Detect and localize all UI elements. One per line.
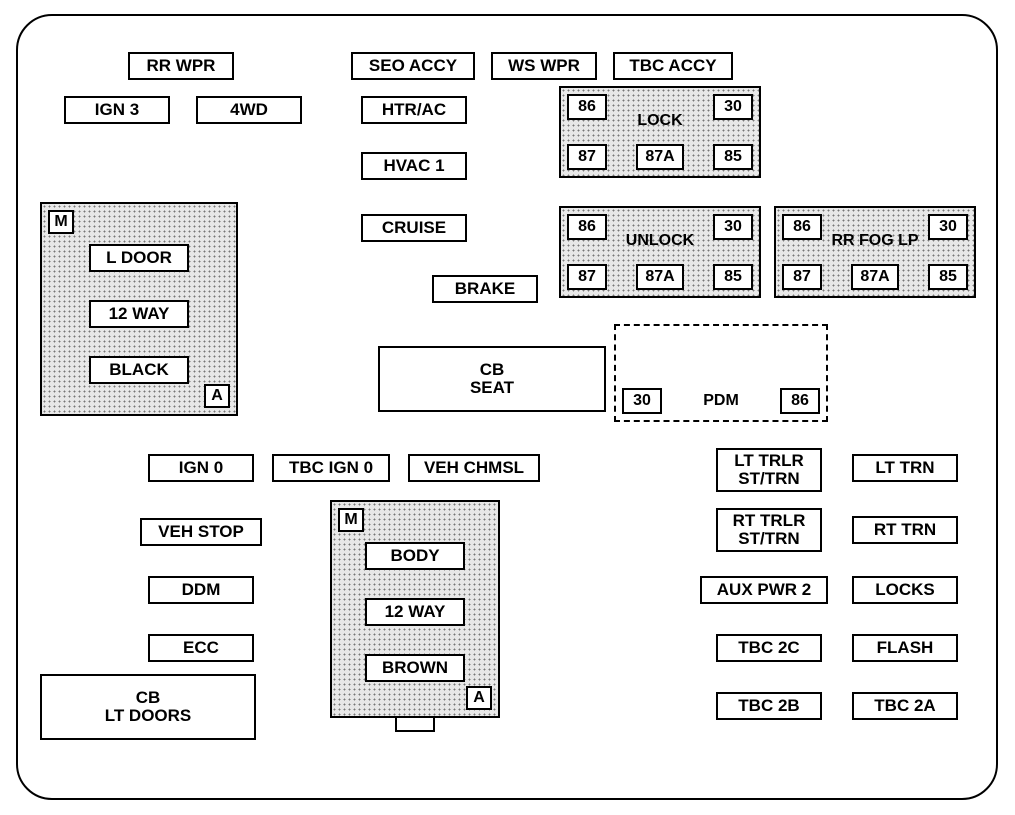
connector-center-item-0: BODY xyxy=(365,542,465,570)
connector-left-corner-m: M xyxy=(48,210,74,234)
fuse-aux-pwr-2: AUX PWR 2 xyxy=(700,576,828,604)
fuse-hvac-1: HVAC 1 xyxy=(361,152,467,180)
relay-unlock-label: UNLOCK xyxy=(559,232,761,250)
fuse-rt-trlr: RT TRLR ST/TRN xyxy=(716,508,822,552)
connector-left-item-2: BLACK xyxy=(89,356,189,384)
relay-unlock-pin-85: 85 xyxy=(713,264,753,290)
fuse-tbc-ign-0: TBC IGN 0 xyxy=(272,454,390,482)
relay-driver-unlock-pin-30: 30 xyxy=(622,388,662,414)
fuse-tbc-accy: TBC ACCY xyxy=(613,52,733,80)
fuse-4wd: 4WD xyxy=(196,96,302,124)
relay-rr-fog-pin-87A: 87A xyxy=(851,264,899,290)
fuse-veh-chmsl: VEH CHMSL xyxy=(408,454,540,482)
connector-center-tab xyxy=(395,718,435,732)
connector-center-item-2: BROWN xyxy=(365,654,465,682)
connector-left-item-1: 12 WAY xyxy=(89,300,189,328)
fuse-flash: FLASH xyxy=(852,634,958,662)
relay-lock-pin-85: 85 xyxy=(713,144,753,170)
relay-lock-pin-87: 87 xyxy=(567,144,607,170)
relay-lock-label: LOCK xyxy=(559,112,761,130)
fuse-ign-0: IGN 0 xyxy=(148,454,254,482)
fuse-ecc: ECC xyxy=(148,634,254,662)
fuse-htr-ac: HTR/AC xyxy=(361,96,467,124)
relay-rr-fog-label: RR FOG LP xyxy=(774,232,976,250)
relay-driver-unlock-pin-86: 86 xyxy=(780,388,820,414)
fuse-rt-trn: RT TRN xyxy=(852,516,958,544)
connector-left-corner-a: A xyxy=(204,384,230,408)
fuse-seo-accy: SEO ACCY xyxy=(351,52,475,80)
connector-center-corner-a: A xyxy=(466,686,492,710)
fuse-lt-trn: LT TRN xyxy=(852,454,958,482)
fuse-lt-trlr: LT TRLR ST/TRN xyxy=(716,448,822,492)
fuse-ws-wpr: WS WPR xyxy=(491,52,597,80)
relay-unlock-pin-87A: 87A xyxy=(636,264,684,290)
fuse-tbc-2a: TBC 2A xyxy=(852,692,958,720)
fuse-tbc-2b: TBC 2B xyxy=(716,692,822,720)
relay-lock-pin-87A: 87A xyxy=(636,144,684,170)
fuse-ign-3: IGN 3 xyxy=(64,96,170,124)
fuse-tbc-2c: TBC 2C xyxy=(716,634,822,662)
fuse-rr-wpr: RR WPR xyxy=(128,52,234,80)
fuse-cruise: CRUISE xyxy=(361,214,467,242)
fuse-brake: BRAKE xyxy=(432,275,538,303)
fuse-veh-stop: VEH STOP xyxy=(140,518,262,546)
relay-unlock-pin-87: 87 xyxy=(567,264,607,290)
fuse-cb-seat: CB SEAT xyxy=(378,346,606,412)
relay-rr-fog-pin-85: 85 xyxy=(928,264,968,290)
connector-center-item-1: 12 WAY xyxy=(365,598,465,626)
diagram-canvas: RR WPR SEO ACCY WS WPR TBC ACCY IGN 3 4WD HTR/… xyxy=(0,0,1015,815)
relay-rr-fog-pin-87: 87 xyxy=(782,264,822,290)
relay-driver-unlock-bottom-label: PDM xyxy=(666,392,776,410)
connector-left-item-0: L DOOR xyxy=(89,244,189,272)
connector-center-corner-m: M xyxy=(338,508,364,532)
fuse-ddm: DDM xyxy=(148,576,254,604)
fuse-cb-lt-doors: CB LT DOORS xyxy=(40,674,256,740)
fuse-locks: LOCKS xyxy=(852,576,958,604)
